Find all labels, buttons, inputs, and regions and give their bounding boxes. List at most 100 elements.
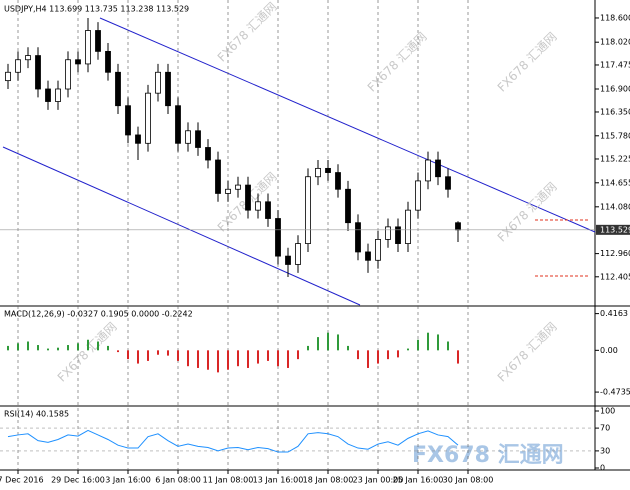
x-tick-label: 23 Jan 00:00 <box>353 476 404 485</box>
macd-bar <box>207 350 209 370</box>
candle-body <box>385 226 391 240</box>
candle-body <box>255 201 261 211</box>
y-tick-label: 118.600 <box>600 13 630 22</box>
y-tick-label: 114.080 <box>600 202 630 211</box>
macd-bar <box>367 350 369 368</box>
x-tick-label: 27 Dec 2016 <box>0 476 44 485</box>
macd-bar <box>87 339 89 351</box>
macd-bar <box>447 341 449 351</box>
candle-body <box>275 218 281 257</box>
macd-bar <box>167 350 169 356</box>
x-tick-label: 11 Jan 08:00 <box>203 476 254 485</box>
y-tick-label: 70 <box>600 424 610 433</box>
macd-bar <box>387 350 389 360</box>
macd-header: MACD(12,26,9) -0.0327 0.1905 0.0000 -0.2… <box>4 310 193 319</box>
x-tick-label: 3 Jan 16:00 <box>105 476 151 485</box>
macd-bar <box>357 350 359 360</box>
x-tick-label: 30 Jan 08:00 <box>443 476 494 485</box>
candle-body <box>365 251 371 261</box>
current-price-box <box>596 224 630 235</box>
candle-body <box>355 222 361 253</box>
y-tick-label: 115.225 <box>600 154 630 163</box>
macd-bar <box>187 350 189 367</box>
y-tick-label: 117.475 <box>600 60 630 69</box>
candle-body <box>125 105 131 136</box>
candle-body <box>95 30 101 52</box>
candle-body <box>295 243 301 265</box>
y-tick-label: 114.655 <box>600 178 630 187</box>
candle-body <box>165 71 171 107</box>
candle-body <box>25 55 31 61</box>
candle-body <box>195 130 201 148</box>
candle-body <box>445 176 451 190</box>
current-price-label: 113.529 <box>600 225 630 234</box>
candle-body <box>85 30 91 65</box>
macd-bar <box>157 350 159 355</box>
candle-body <box>455 222 461 231</box>
macd-bar <box>37 345 39 351</box>
candle-body <box>405 209 411 244</box>
macd-bar <box>77 343 79 351</box>
macd-bar <box>307 345 309 351</box>
candle-body <box>265 201 271 219</box>
x-tick-label: 6 Jan 08:00 <box>155 476 201 485</box>
y-tick-label: 112.960 <box>600 249 630 258</box>
x-tick-label: 29 Dec 16:00 <box>51 476 105 485</box>
candle-body <box>315 167 321 178</box>
y-tick-label: 0 <box>600 464 605 473</box>
macd-bar <box>347 345 349 351</box>
candle-body <box>145 92 151 144</box>
macd-bar <box>117 350 119 353</box>
macd-bar <box>137 350 139 364</box>
candle-body <box>105 50 111 73</box>
y-tick-label: 0.00 <box>600 346 618 355</box>
macd-bar <box>237 350 239 367</box>
rsi-line <box>7 429 459 453</box>
candle-body <box>225 188 231 194</box>
y-tick-label: 112.405 <box>600 272 630 281</box>
x-tick-label: 18 Jan 08:00 <box>303 476 354 485</box>
candle-body <box>205 147 211 161</box>
macd-bar <box>257 350 259 364</box>
candle-body <box>335 172 341 190</box>
candle-body <box>415 180 421 211</box>
y-tick-label: 100 <box>600 407 615 416</box>
candle-body <box>435 159 441 178</box>
macd-bar <box>57 347 59 351</box>
candle-body <box>375 239 381 261</box>
y-tick-label: 115.780 <box>600 131 630 140</box>
candle-body <box>45 88 51 102</box>
candle-body <box>305 176 311 244</box>
candle-body <box>75 59 81 65</box>
candle-body <box>345 188 351 224</box>
candle-body <box>55 88 61 102</box>
macd-bar <box>287 350 289 368</box>
macd-bar <box>147 350 149 361</box>
macd-bar <box>337 334 339 351</box>
y-tick-label: 116.350 <box>600 107 630 116</box>
candle-body <box>15 59 21 73</box>
y-tick-label: -0.4735 <box>600 388 630 397</box>
macd-bar <box>317 337 319 351</box>
macd-bar <box>377 350 379 364</box>
macd-bar <box>427 332 429 351</box>
candle-body <box>325 167 331 173</box>
macd-bar <box>277 350 279 367</box>
macd-bar <box>407 348 409 351</box>
candle-body <box>185 130 191 144</box>
candle-body <box>5 71 11 82</box>
x-tick-label: 13 Jan 16:00 <box>253 476 304 485</box>
macd-bar <box>267 350 269 361</box>
macd-bar <box>457 350 459 364</box>
y-tick-label: 116.900 <box>600 84 630 93</box>
candle-body <box>285 255 291 265</box>
watermark-logo: FX678 汇通网 <box>412 443 564 468</box>
y-tick-label: 30 <box>600 446 610 455</box>
macd-bar <box>217 350 219 373</box>
candle-body <box>215 159 221 194</box>
macd-bar <box>197 350 199 368</box>
macd-bar <box>247 350 249 368</box>
candle-body <box>35 55 41 90</box>
